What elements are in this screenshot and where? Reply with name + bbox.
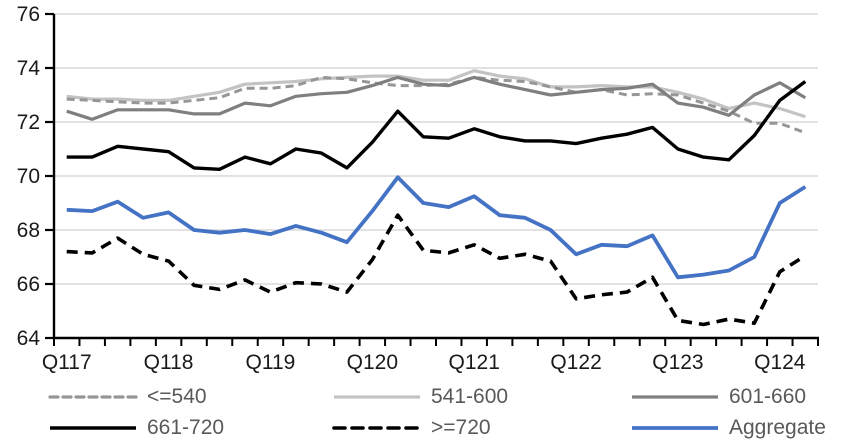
x-tick-label-Q119: Q119 xyxy=(246,351,296,374)
y-tick-label-68: 68 xyxy=(17,219,40,242)
x-tick-label-Q123: Q123 xyxy=(652,351,703,374)
x-tick-label-Q122: Q122 xyxy=(550,351,601,374)
series-line-661-720 xyxy=(66,80,807,172)
x-tick-label-Q124: Q124 xyxy=(754,351,806,374)
series-line-Aggregate xyxy=(66,175,807,280)
x-tick-label-Q120: Q120 xyxy=(347,351,398,374)
x-tick-label-Q121: Q121 xyxy=(449,351,500,374)
y-tick-label-66: 66 xyxy=(17,273,40,296)
y-tick-label-74: 74 xyxy=(17,57,41,80)
x-tick-label-Q118: Q118 xyxy=(144,351,194,374)
series-line-<=540 xyxy=(66,75,806,135)
series-line-541-600 xyxy=(66,69,806,119)
x-tick-label-Q117: Q117 xyxy=(42,351,92,374)
y-tick-label-72: 72 xyxy=(17,111,40,134)
y-tick-label-64: 64 xyxy=(17,327,41,350)
y-tick-label-76: 76 xyxy=(17,3,40,26)
y-tick-label-70: 70 xyxy=(17,165,40,188)
series-line->=720 xyxy=(66,213,807,327)
series-line-601-660 xyxy=(66,75,807,121)
